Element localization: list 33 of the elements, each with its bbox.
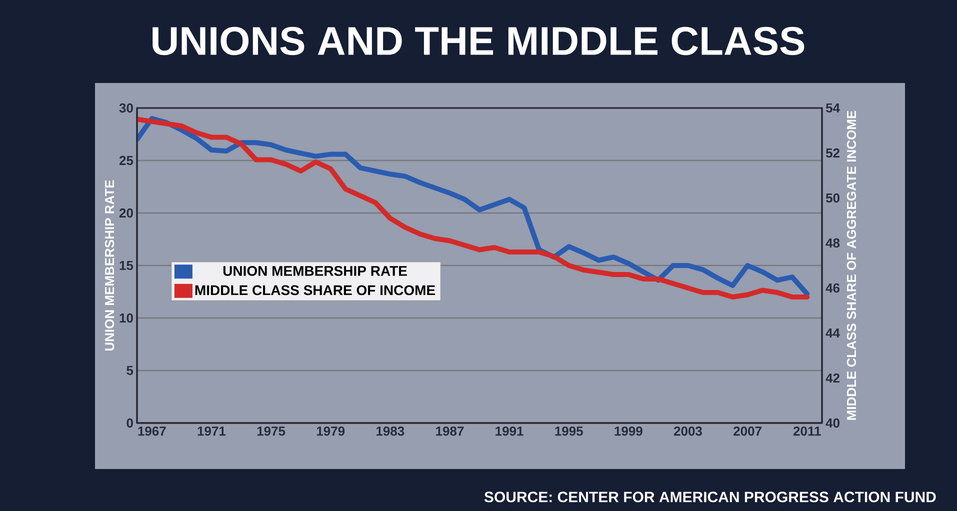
- x-tick-label: 2003: [674, 426, 702, 436]
- y-tick-label: 30: [119, 103, 133, 113]
- legend-label: UNION MEMBERSHIP RATE: [223, 266, 407, 276]
- y-axis-title: UNION MEMBERSHIP RATE: [104, 180, 114, 351]
- y-tick-label: 25: [119, 156, 134, 166]
- x-tick-label: 1987: [436, 426, 464, 436]
- y-tick-label: 10: [120, 313, 133, 323]
- x-tick-label: 1975: [257, 426, 286, 436]
- x-tick-label: 1979: [316, 426, 345, 436]
- x-tick-label: 1995: [555, 426, 583, 436]
- x-tick-label: 2011: [793, 426, 821, 436]
- y2-tick-label: 54: [826, 103, 840, 113]
- chart-title: UNIONS AND THE MIDDLE CLASS: [152, 26, 804, 56]
- x-tick-label: 1991: [496, 426, 524, 436]
- y2-axis-title: MIDDLE CLASS SHARE OF AGGREGATE INCOME: [846, 110, 856, 420]
- x-tick-label: 1967: [138, 426, 166, 436]
- y-tick-label: 0: [126, 418, 133, 428]
- x-tick-label: 1999: [614, 426, 642, 436]
- x-tick-label: 1983: [376, 426, 404, 436]
- y2-tick-label: 52: [826, 148, 840, 158]
- y-tick-label: 15: [120, 260, 134, 270]
- y2-tick-label: 48: [826, 238, 840, 248]
- y2-tick-label: 42: [826, 373, 840, 383]
- y2-tick-label: 46: [826, 283, 840, 293]
- source-note: SOURCE: CENTER FOR AMERICAN PROGRESS ACTION FUND: [484, 492, 936, 502]
- y-tick-label: 20: [119, 208, 133, 218]
- y-tick-label: 5: [126, 366, 134, 376]
- y2-tick-label: 44: [826, 328, 840, 338]
- legend-label: MIDDLE CLASS SHARE OF INCOME: [195, 285, 436, 296]
- x-tick-label: 2007: [734, 426, 762, 436]
- y2-tick-label: 40: [826, 418, 840, 428]
- y2-tick-label: 50: [826, 193, 840, 203]
- x-tick-label: 1971: [198, 426, 226, 436]
